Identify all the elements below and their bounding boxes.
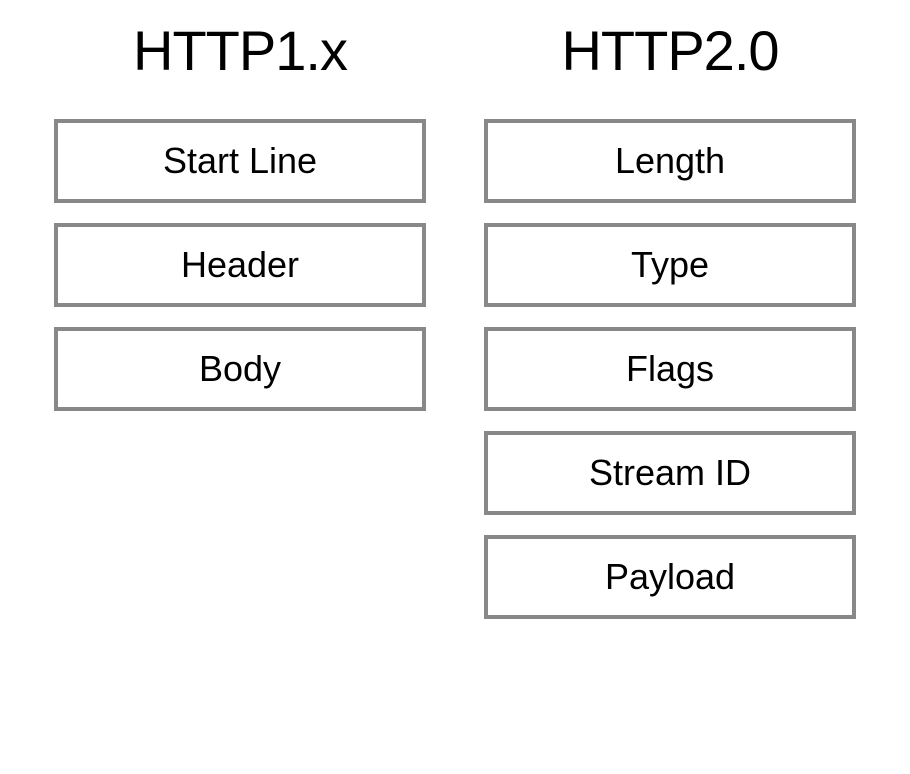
box-payload: Payload xyxy=(484,535,856,619)
diagram-columns: HTTP1.x Start Line Header Body HTTP2.0 L… xyxy=(54,18,856,774)
box-header: Header xyxy=(54,223,426,307)
column-title-http1x: HTTP1.x xyxy=(133,18,347,83)
box-type: Type xyxy=(484,223,856,307)
box-body: Body xyxy=(54,327,426,411)
box-stream-id: Stream ID xyxy=(484,431,856,515)
box-start-line: Start Line xyxy=(54,119,426,203)
box-flags: Flags xyxy=(484,327,856,411)
box-length: Length xyxy=(484,119,856,203)
column-title-http20: HTTP2.0 xyxy=(561,18,778,83)
column-http20: HTTP2.0 Length Type Flags Stream ID Payl… xyxy=(484,18,856,774)
column-http1x: HTTP1.x Start Line Header Body xyxy=(54,18,426,774)
